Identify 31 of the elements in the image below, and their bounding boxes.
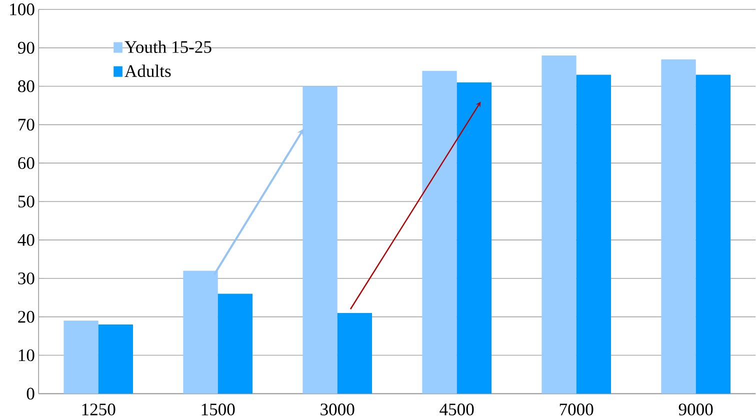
- x-tick-label: 3000: [320, 404, 354, 416]
- bar: [98, 324, 134, 394]
- x-tick-label: 4500: [440, 404, 474, 416]
- y-tick-label: 90: [18, 42, 34, 54]
- x-tick-label: 9000: [678, 404, 713, 416]
- bar: [456, 82, 492, 394]
- bar: [302, 86, 338, 394]
- y-tick-label: 50: [18, 196, 34, 208]
- legend-label: Adults: [124, 64, 171, 78]
- bar: [337, 313, 372, 394]
- y-tick-label: 70: [18, 118, 34, 131]
- y-tick-label: 10: [18, 349, 34, 362]
- bar: [183, 270, 218, 394]
- y-tick-label: 100: [10, 4, 34, 16]
- bar: [696, 74, 730, 394]
- y-tick-label: 80: [18, 80, 34, 92]
- y-tick-label: 40: [18, 234, 34, 246]
- bar: [64, 320, 98, 394]
- y-tick-label: 30: [18, 272, 34, 284]
- x-tick-label: 1250: [82, 404, 116, 416]
- x-tick-label: 1500: [202, 404, 235, 416]
- bar: [542, 56, 576, 394]
- x-tick-label: 7000: [560, 404, 594, 416]
- y-tick-label: 20: [18, 310, 34, 323]
- legend-label: Youth 15-25: [124, 40, 212, 54]
- bar: [661, 59, 696, 394]
- bar: [422, 70, 457, 394]
- bar: [218, 294, 253, 394]
- y-tick-label: 60: [18, 157, 34, 170]
- bar: [576, 74, 611, 394]
- y-tick-label: 0: [26, 388, 34, 400]
